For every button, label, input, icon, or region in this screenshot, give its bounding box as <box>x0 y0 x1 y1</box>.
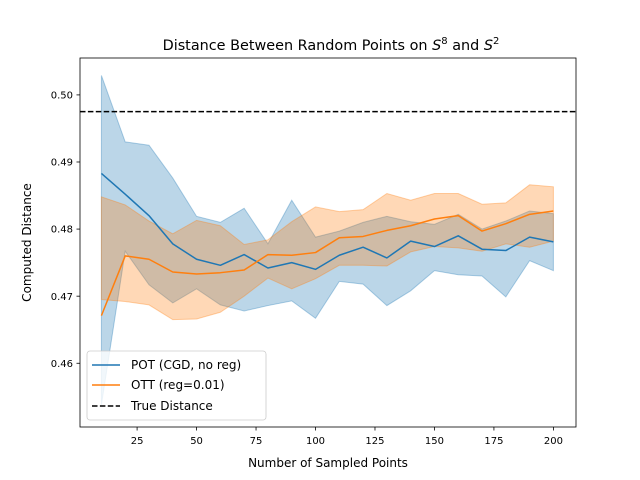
x-axis-ticks: 25 50 75 100 125 150 175 200 <box>131 427 563 447</box>
plot-frame <box>79 57 577 428</box>
x-tick-label: 100 <box>306 436 325 447</box>
legend-box <box>86 350 267 421</box>
legend-label-pot: POT (CGD, no reg) <box>131 358 241 372</box>
legend-label-ott: OTT (reg=0.01) <box>131 378 225 392</box>
y-tick-label: 0.48 <box>51 225 73 236</box>
y-tick-label: 0.47 <box>51 292 73 303</box>
x-tick-label: 125 <box>365 436 384 447</box>
x-axis-label: Number of Sampled Points <box>248 456 408 470</box>
x-tick-label: 25 <box>131 436 144 447</box>
y-axis-ticks: 0.46 0.47 0.48 0.49 0.50 <box>51 91 80 370</box>
x-tick-label: 200 <box>544 436 563 447</box>
y-tick-label: 0.50 <box>51 91 73 102</box>
pot-mean-line <box>100 172 554 271</box>
series-lines <box>100 172 554 316</box>
y-axis-label: Computed Distance <box>20 183 34 302</box>
chart-title: Distance Between Random Points on S8 and… <box>163 36 500 54</box>
y-tick-label: 0.49 <box>51 158 73 169</box>
x-tick-label: 50 <box>190 436 203 447</box>
ott-mean-line <box>100 210 554 316</box>
x-tick-label: 75 <box>250 436 263 447</box>
y-tick-label: 0.46 <box>51 359 73 370</box>
legend-label-true-distance: True Distance <box>130 399 213 413</box>
pot-confidence-band <box>100 75 554 405</box>
legend: POT (CGD, no reg) OTT (reg=0.01) True Di… <box>86 350 267 421</box>
x-tick-label: 150 <box>425 436 444 447</box>
x-tick-label: 175 <box>484 436 503 447</box>
